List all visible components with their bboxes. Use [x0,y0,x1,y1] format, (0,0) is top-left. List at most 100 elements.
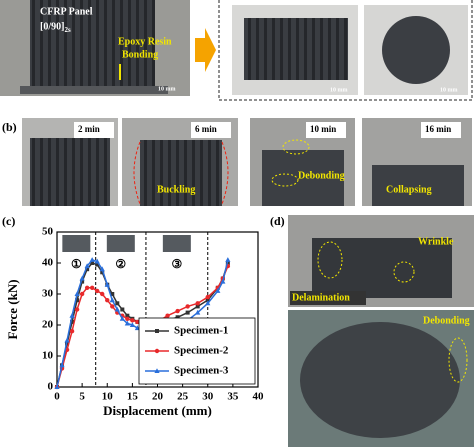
marker [195,304,200,309]
annotation: Debonding [423,315,470,326]
highlight [393,261,415,283]
marker [99,266,105,272]
stage-label: ② [115,257,126,271]
marker [225,257,231,262]
subscript: 2s [64,26,71,34]
y-axis-label: Force (kN) [5,279,20,339]
marker [54,384,60,389]
y-tick-label: 50 [42,226,54,238]
series-line [56,262,229,388]
marker [95,288,100,294]
marker [215,288,221,293]
marker [114,306,120,312]
marker [104,281,110,287]
panel-plate [20,86,168,94]
marker [205,300,211,306]
marker [110,304,115,309]
series-line [56,259,229,388]
annotation: Buckling [157,184,195,195]
marker [135,319,140,325]
y-tick-label: 0 [48,381,54,393]
legend-label: Specimen-1 [174,325,228,337]
marker [124,320,130,326]
marker [100,291,105,297]
x-tick-label: 15 [127,391,139,403]
time-label: 6 min [195,124,217,134]
y-tick-label: 30 [42,288,54,300]
marker [90,261,95,265]
specimen [30,138,110,206]
marker [94,258,100,264]
outline [133,141,229,205]
time-label: 16 min [425,124,451,134]
marker [64,337,70,343]
marker [175,315,180,320]
time-box [306,122,346,138]
marker [75,298,80,303]
marker [115,301,120,306]
marker [79,275,85,281]
annotation: Debonding [298,170,345,181]
panel-label: (b) [2,120,17,134]
inset-photo [106,235,135,252]
marker [95,262,100,267]
specimen [372,165,464,206]
box [218,0,473,101]
series-line [56,265,229,388]
y-tick-label: 10 [42,350,54,362]
scale-bar: 10 mm [440,87,458,93]
marker [155,329,159,333]
marker [205,298,210,303]
annotation: Collapsing [386,184,432,195]
panel-label: (d) [270,214,285,228]
scale-bar: 10 mm [330,87,348,93]
specimen [140,140,222,206]
marker [69,329,75,334]
stage-label: ① [71,257,82,271]
specimen [30,0,155,86]
time-label: 2 min [78,124,100,134]
label: CFRP Panel [40,6,93,17]
inset-photo [62,235,91,252]
highlight [317,241,343,279]
x-tick-label: 5 [79,391,85,403]
marker [175,308,180,314]
specimen [312,238,452,298]
label: [0/90]2s [40,21,71,33]
marker [119,316,125,321]
time-box [191,122,231,138]
marker [165,313,170,318]
time-box [421,122,461,138]
highlight [282,139,310,155]
marker [185,310,190,315]
marker [110,292,115,296]
annotation: Wrinkle [418,236,454,247]
marker [195,309,201,315]
marker [120,307,125,312]
time-label: 10 min [310,124,336,134]
marker [89,257,95,262]
marker [220,278,226,284]
marker [125,316,130,321]
marker [74,307,80,312]
x-tick-label: 40 [253,391,265,403]
label-box [290,291,366,305]
marker [85,267,90,272]
x-tick-label: 0 [54,391,60,403]
panel-label: (c) [2,214,15,228]
x-tick-label: 35 [227,391,239,403]
arrow [195,28,216,72]
specimen [244,18,348,80]
highlight [271,173,299,187]
x-tick-label: 25 [177,391,189,403]
marker [154,368,160,373]
marker [205,294,210,300]
highlight [448,337,468,383]
specimen [382,16,450,84]
specimen [262,150,344,206]
legend-label: Specimen-3 [174,365,229,377]
y-tick-label: 20 [42,319,54,331]
marker [185,304,190,309]
marker [84,285,90,290]
x-tick-label: 20 [152,391,164,403]
